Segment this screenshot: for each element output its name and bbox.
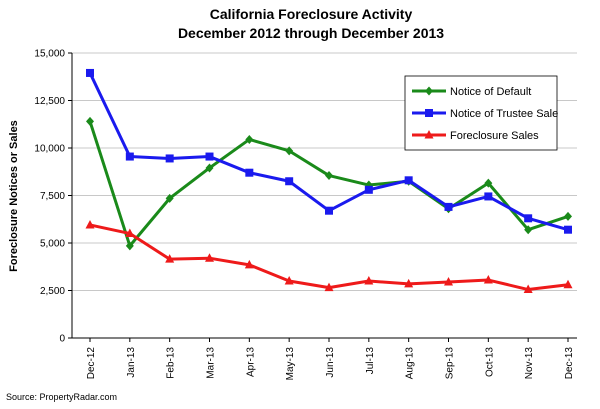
data-point: [444, 202, 453, 211]
y-tick-label: 10,000: [34, 144, 65, 155]
series-notice-of-trustee-sale: [86, 68, 572, 234]
x-tick-label: Nov-13: [524, 347, 535, 380]
x-tick-label: Aug-13: [405, 347, 416, 380]
data-point: [205, 163, 214, 173]
x-tick-label: Dec-12: [86, 347, 97, 380]
data-point: [563, 279, 573, 289]
source-note: Source: PropertyRadar.com: [6, 392, 117, 402]
data-point: [324, 282, 334, 292]
x-tick-labels: Dec-12 Jan-13 Feb-13 Mar-13 Apr-13 May-13 Jun-…: [86, 347, 575, 381]
x-tick-label: Dec-13: [564, 347, 575, 380]
data-point: [245, 168, 254, 177]
data-point: [484, 192, 493, 201]
x-tick-label: Jul-13: [365, 347, 376, 375]
legend-label: Notice of Default: [450, 86, 531, 98]
data-point: [404, 278, 414, 288]
legend: Notice of Default Notice of Trustee Sale F…: [404, 75, 558, 151]
y-tick-label: 15,000: [34, 49, 65, 60]
series-foreclosure-sales: [85, 219, 573, 294]
x-tick-label: Feb-13: [166, 347, 177, 379]
data-point: [425, 86, 433, 96]
series-group: [85, 68, 573, 294]
data-point: [364, 276, 374, 285]
data-point: [86, 68, 94, 77]
data-point: [125, 152, 134, 161]
data-point: [284, 276, 294, 285]
data-point: [125, 241, 134, 251]
data-point: [205, 152, 214, 161]
y-tick-labels: 0 2,500 5,000 7,500 10,000 12,500 15,000: [34, 49, 65, 345]
grid-lines: [72, 52, 577, 291]
data-point: [524, 225, 533, 235]
data-point: [425, 109, 433, 117]
data-point: [444, 276, 453, 286]
data-point: [364, 185, 373, 194]
y-tick-label: 0: [59, 334, 65, 345]
data-point: [205, 253, 214, 262]
x-tick-label: Sep-13: [445, 347, 456, 380]
data-point: [165, 254, 175, 263]
legend-label: Foreclosure Sales: [450, 130, 539, 142]
y-tick-label: 7,500: [40, 191, 65, 202]
data-point: [424, 130, 434, 139]
x-tick-label: Oct-13: [484, 347, 495, 377]
legend-label: Notice of Trustee Sale: [450, 108, 558, 120]
chart-subtitle: December 2012 through December 2013: [178, 25, 444, 41]
data-point: [125, 228, 135, 237]
chart-title: California Foreclosure Activity: [210, 6, 413, 22]
data-point: [165, 193, 174, 203]
x-tick-label: Mar-13: [206, 347, 217, 379]
y-tick-label: 2,500: [40, 286, 65, 297]
data-point: [325, 206, 333, 215]
data-point: [285, 146, 294, 156]
data-point: [523, 284, 533, 294]
data-point: [245, 134, 254, 144]
x-tick-label: Jan-13: [126, 347, 137, 378]
data-point: [285, 177, 294, 186]
data-point: [564, 211, 572, 221]
data-point: [244, 259, 254, 269]
axes: [68, 52, 577, 342]
data-point: [524, 214, 533, 223]
x-tick-label: May-13: [285, 347, 296, 381]
data-point: [404, 176, 413, 185]
data-point: [483, 275, 493, 284]
data-point: [86, 116, 94, 126]
data-point: [484, 178, 493, 188]
data-point: [564, 225, 572, 234]
data-point: [165, 154, 174, 163]
series-line: [89, 223, 569, 292]
x-tick-label: Jun-13: [325, 347, 336, 378]
data-point: [85, 219, 95, 229]
y-tick-label: 12,500: [34, 96, 65, 107]
y-tick-label: 5,000: [40, 239, 65, 250]
x-tick-label: Apr-13: [245, 347, 256, 377]
data-point: [325, 171, 333, 181]
y-axis-label: Foreclosure Notices or Sales: [8, 120, 20, 272]
